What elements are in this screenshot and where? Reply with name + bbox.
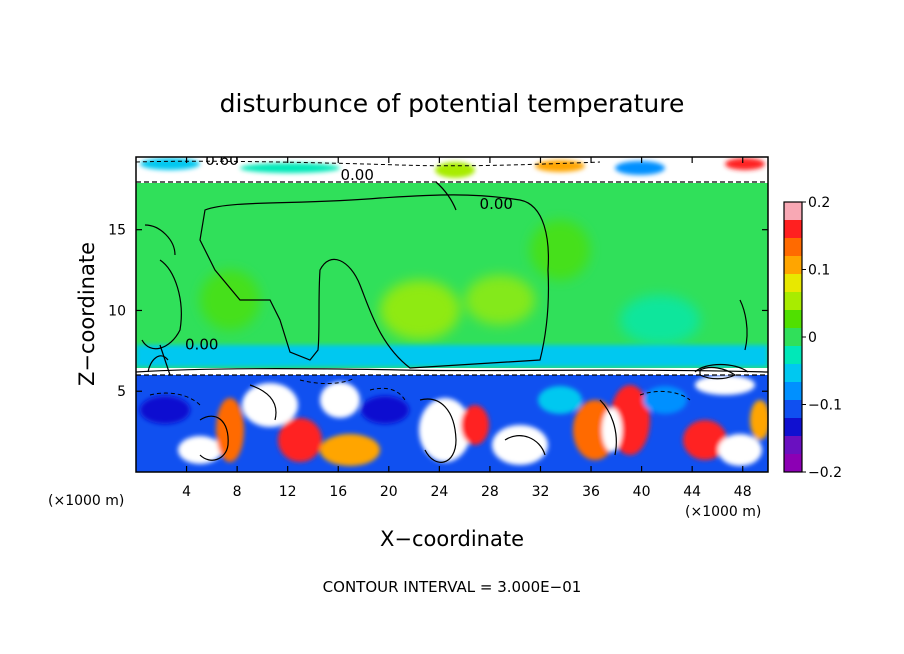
x-tick-label: 4: [182, 484, 191, 500]
x-axis-unit-right: (×1000 m): [685, 504, 761, 520]
colorbar-swatch: [784, 436, 802, 455]
colorbar-swatch: [784, 256, 802, 275]
y-tick-label: 10: [108, 303, 126, 319]
colorbar-tick-label: 0.1: [808, 263, 830, 279]
x-tick-label: 16: [329, 484, 347, 500]
x-axis-unit-left: (×1000 m): [48, 493, 124, 509]
x-tick-label: 12: [279, 484, 297, 500]
heatmap-field: 0.60 0.00 0.00 0.00: [136, 151, 768, 472]
colorbar-tick-label: −0.2: [808, 465, 842, 481]
colorbar-swatch: [784, 364, 802, 383]
plot-frame: [135, 156, 769, 473]
x-tick-label: 8: [233, 484, 242, 500]
contour-label: 0.00: [480, 195, 513, 213]
contour-labels: 0.60 0.00 0.00 0.00: [185, 151, 513, 353]
colorbar-swatch: [784, 220, 802, 239]
x-tick-label: 32: [532, 484, 550, 500]
colorbar-tick-label: −0.1: [808, 398, 842, 414]
contour-lines-dashed: [136, 160, 691, 406]
mid-field-patches: [200, 220, 700, 345]
x-axis-ticks: 4 8 12 16 20 24 28 32 36 40 44 48: [182, 157, 752, 500]
y-axis-label: Z−coordinate: [75, 242, 99, 386]
colorbar-swatch: [784, 202, 802, 221]
x-tick-label: 24: [430, 484, 448, 500]
x-tick-label: 20: [380, 484, 398, 500]
colorbar-swatch: [784, 310, 802, 329]
tropopause-cyan-band: [136, 345, 768, 367]
colorbar-swatch: [784, 346, 802, 365]
contour-interval-note: CONTOUR INTERVAL = 3.000E−01: [323, 578, 582, 596]
lower-layer-eddies: [140, 375, 768, 466]
chart-title: disturbunce of potential temperature: [220, 89, 685, 118]
y-tick-label: 15: [108, 223, 126, 239]
x-tick-label: 44: [683, 484, 701, 500]
colorbar-swatch: [784, 238, 802, 257]
x-tick-label: 36: [582, 484, 600, 500]
colorbar-swatch: [784, 292, 802, 311]
contour-lines: [136, 181, 768, 463]
colorbar-tick-label: 0: [808, 330, 817, 346]
colorbar-tick-label: 0.2: [808, 195, 830, 211]
tropopause-white-line: [136, 368, 768, 375]
colorbar-swatch: [784, 328, 802, 347]
x-tick-label: 40: [633, 484, 651, 500]
colorbar-swatch: [784, 400, 802, 419]
contour-label: 0.00: [340, 166, 373, 184]
contour-label: 0.00: [185, 335, 218, 353]
colorbar: [783, 201, 803, 473]
x-tick-label: 28: [481, 484, 499, 500]
colorbar-ticks: 0.2 0.1 0 −0.1 −0.2: [802, 195, 842, 481]
x-axis-label: X−coordinate: [380, 527, 524, 551]
colorbar-swatch: [784, 382, 802, 401]
colorbar-swatch: [784, 274, 802, 293]
y-axis-ticks: 5 10 15: [108, 223, 768, 400]
colorbar-swatch: [784, 418, 802, 437]
y-tick-label: 5: [117, 384, 126, 400]
colorbar-swatch: [784, 454, 802, 473]
contour-label: 0.60: [205, 151, 238, 169]
x-tick-label: 48: [734, 484, 752, 500]
